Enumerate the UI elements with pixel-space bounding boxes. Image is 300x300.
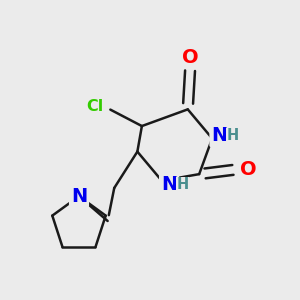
Text: H: H: [176, 177, 189, 192]
Text: O: O: [240, 160, 256, 179]
Text: N: N: [71, 187, 87, 206]
Text: O: O: [182, 48, 199, 67]
Text: H: H: [227, 128, 239, 143]
Text: Cl: Cl: [86, 99, 103, 114]
Text: N: N: [211, 126, 228, 145]
Text: N: N: [161, 175, 177, 194]
